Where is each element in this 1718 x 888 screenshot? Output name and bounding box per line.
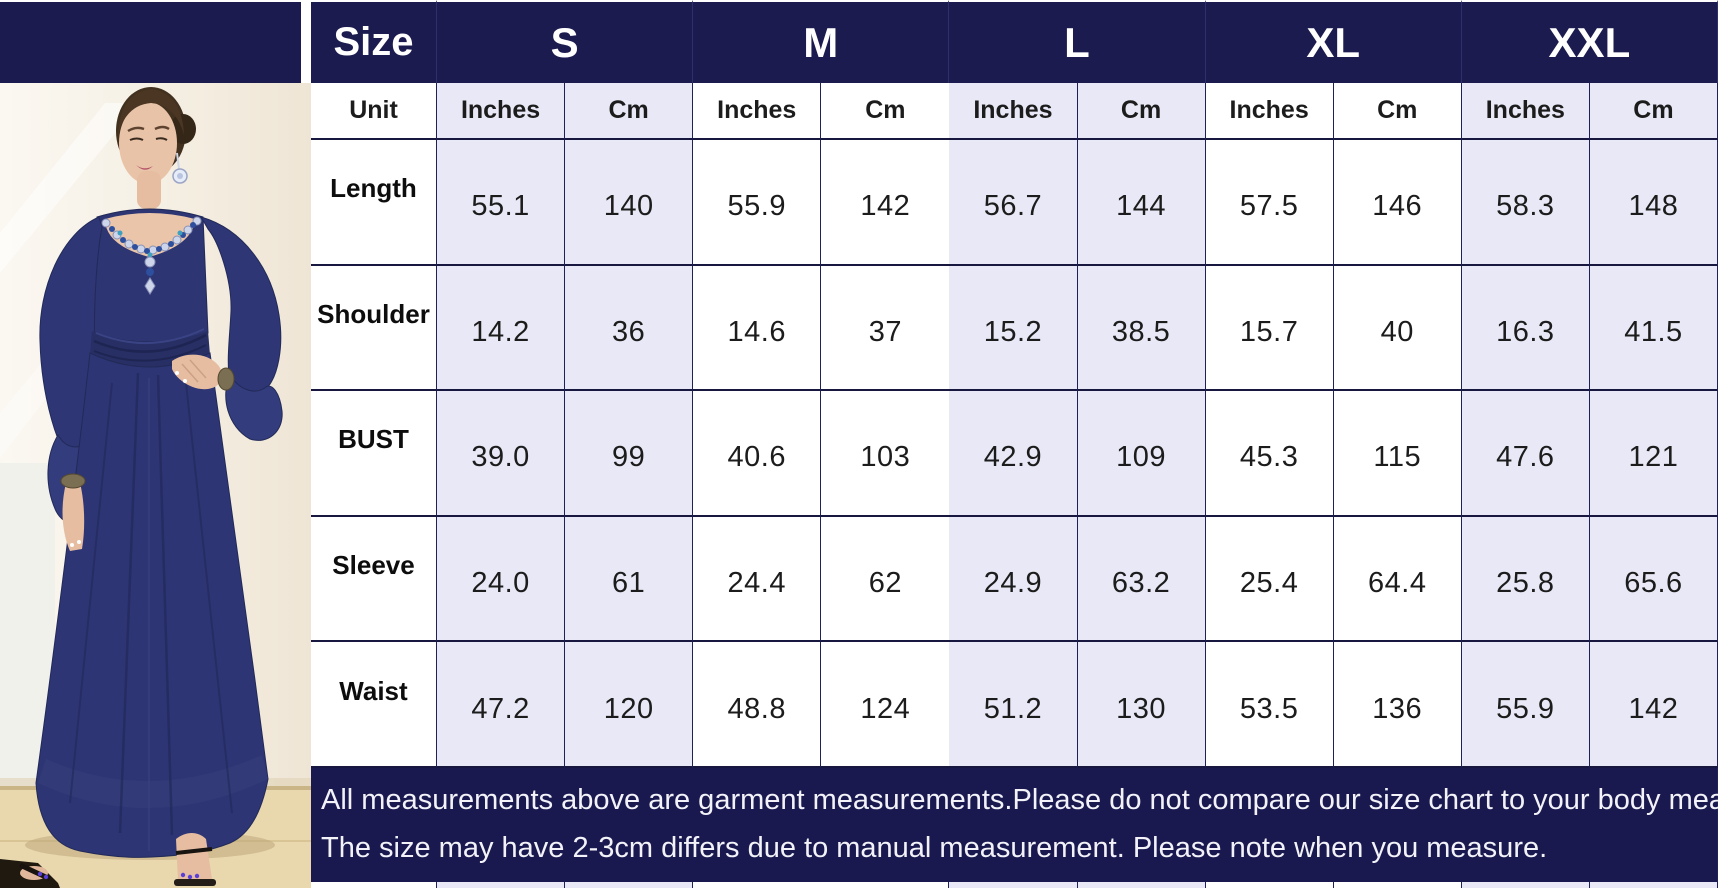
measurement-cell: 51.2 [949, 642, 1078, 768]
unit-cell: Cm [1333, 83, 1462, 140]
table-edge-sliver [437, 881, 566, 888]
size-header-xxl: XXL [1461, 0, 1718, 83]
measurement-cell: 37 [821, 265, 950, 392]
measurement-cell: 41.5 [1589, 265, 1718, 392]
measurement-cell: 45.3 [1205, 391, 1334, 517]
measurement-cell: 24.9 [949, 516, 1078, 643]
measurement-cell: 124 [821, 642, 950, 768]
measurement-cell: 36 [565, 265, 694, 392]
measurement-cell: 25.4 [1205, 516, 1334, 643]
note-line-2: The size may have 2-3cm differs due to m… [321, 832, 1548, 865]
table-edge-sliver [1205, 881, 1334, 888]
size-header-m: M [693, 0, 950, 83]
measurement-cell: 40 [1333, 265, 1462, 392]
model-photo [0, 83, 311, 888]
measurement-cell: 38.5 [1077, 265, 1206, 392]
measurement-cell: 62 [821, 516, 950, 643]
measurement-cell: 55.9 [693, 140, 822, 266]
measurement-cell: 16.3 [1461, 265, 1590, 392]
measurement-cell: 55.1 [437, 140, 566, 266]
photo-header-bar [0, 0, 301, 83]
measurement-cell: 48.8 [693, 642, 822, 768]
unit-cell: Cm [1077, 83, 1206, 140]
measurement-cell: 14.6 [693, 265, 822, 392]
table-edge-sliver [693, 881, 822, 888]
measurement-cell: 146 [1333, 140, 1462, 266]
row-label-length: Length [311, 140, 437, 266]
row-label-sleeve: Sleeve [311, 516, 437, 643]
measurement-cell: 99 [565, 391, 694, 517]
measurement-cell: 121 [1589, 391, 1718, 517]
measurement-cell: 42.9 [949, 391, 1078, 517]
measurement-cell: 24.0 [437, 516, 566, 643]
unit-cell: Inches [693, 83, 822, 140]
unit-cell: Inches [437, 83, 566, 140]
size-table: Size S M L XL XXL Unit Inches Cm Inches … [311, 0, 1718, 888]
measurement-cell: 115 [1333, 391, 1462, 517]
measurement-note-bar: All measurements above are garment measu… [311, 767, 1718, 882]
unit-row-label: Unit [311, 83, 437, 140]
unit-cell: Cm [1589, 83, 1718, 140]
row-label-bust: BUST [311, 391, 437, 517]
size-header-l: L [949, 0, 1206, 83]
measurement-cell: 65.6 [1589, 516, 1718, 643]
measurement-cell: 14.2 [437, 265, 566, 392]
measurement-cell: 15.2 [949, 265, 1078, 392]
measurement-cell: 148 [1589, 140, 1718, 266]
table-edge-sliver [1333, 881, 1462, 888]
measurement-cell: 55.9 [1461, 642, 1590, 768]
measurement-cell: 63.2 [1077, 516, 1206, 643]
table-edge-sliver [1461, 881, 1590, 888]
measurement-cell: 47.6 [1461, 391, 1590, 517]
measurement-cell: 120 [565, 642, 694, 768]
measurement-cell: 58.3 [1461, 140, 1590, 266]
unit-cell: Inches [1205, 83, 1334, 140]
unit-cell: Inches [949, 83, 1078, 140]
unit-cell: Cm [565, 83, 694, 140]
measurement-cell: 53.5 [1205, 642, 1334, 768]
measurement-cell: 25.8 [1461, 516, 1590, 643]
measurement-cell: 144 [1077, 140, 1206, 266]
measurement-cell: 64.4 [1333, 516, 1462, 643]
row-label-shoulder: Shoulder [311, 265, 437, 392]
model-in-dress-illustration [0, 83, 311, 888]
measurement-cell: 142 [821, 140, 950, 266]
measurement-cell: 15.7 [1205, 265, 1334, 392]
measurement-cell: 103 [821, 391, 950, 517]
measurement-cell: 136 [1333, 642, 1462, 768]
size-header-label: Size [311, 0, 437, 83]
measurement-cell: 61 [565, 516, 694, 643]
measurement-cell: 140 [565, 140, 694, 266]
note-line-1: All measurements above are garment measu… [321, 784, 1718, 817]
measurement-cell: 142 [1589, 642, 1718, 768]
unit-cell: Inches [1461, 83, 1590, 140]
table-edge-sliver [565, 881, 694, 888]
measurement-cell: 130 [1077, 642, 1206, 768]
table-edge-sliver [949, 881, 1078, 888]
table-edge-sliver [311, 881, 437, 888]
size-header-xl: XL [1205, 0, 1462, 83]
measurement-cell: 57.5 [1205, 140, 1334, 266]
measurement-cell: 109 [1077, 391, 1206, 517]
measurement-cell: 47.2 [437, 642, 566, 768]
unit-cell: Cm [821, 83, 950, 140]
measurement-cell: 56.7 [949, 140, 1078, 266]
measurement-cell: 40.6 [693, 391, 822, 517]
table-edge-sliver [821, 881, 950, 888]
measurement-cell: 24.4 [693, 516, 822, 643]
table-edge-sliver [1589, 881, 1718, 888]
measurement-cell: 39.0 [437, 391, 566, 517]
row-label-waist: Waist [311, 642, 437, 768]
size-header-s: S [437, 0, 694, 83]
table-edge-sliver [1077, 881, 1206, 888]
